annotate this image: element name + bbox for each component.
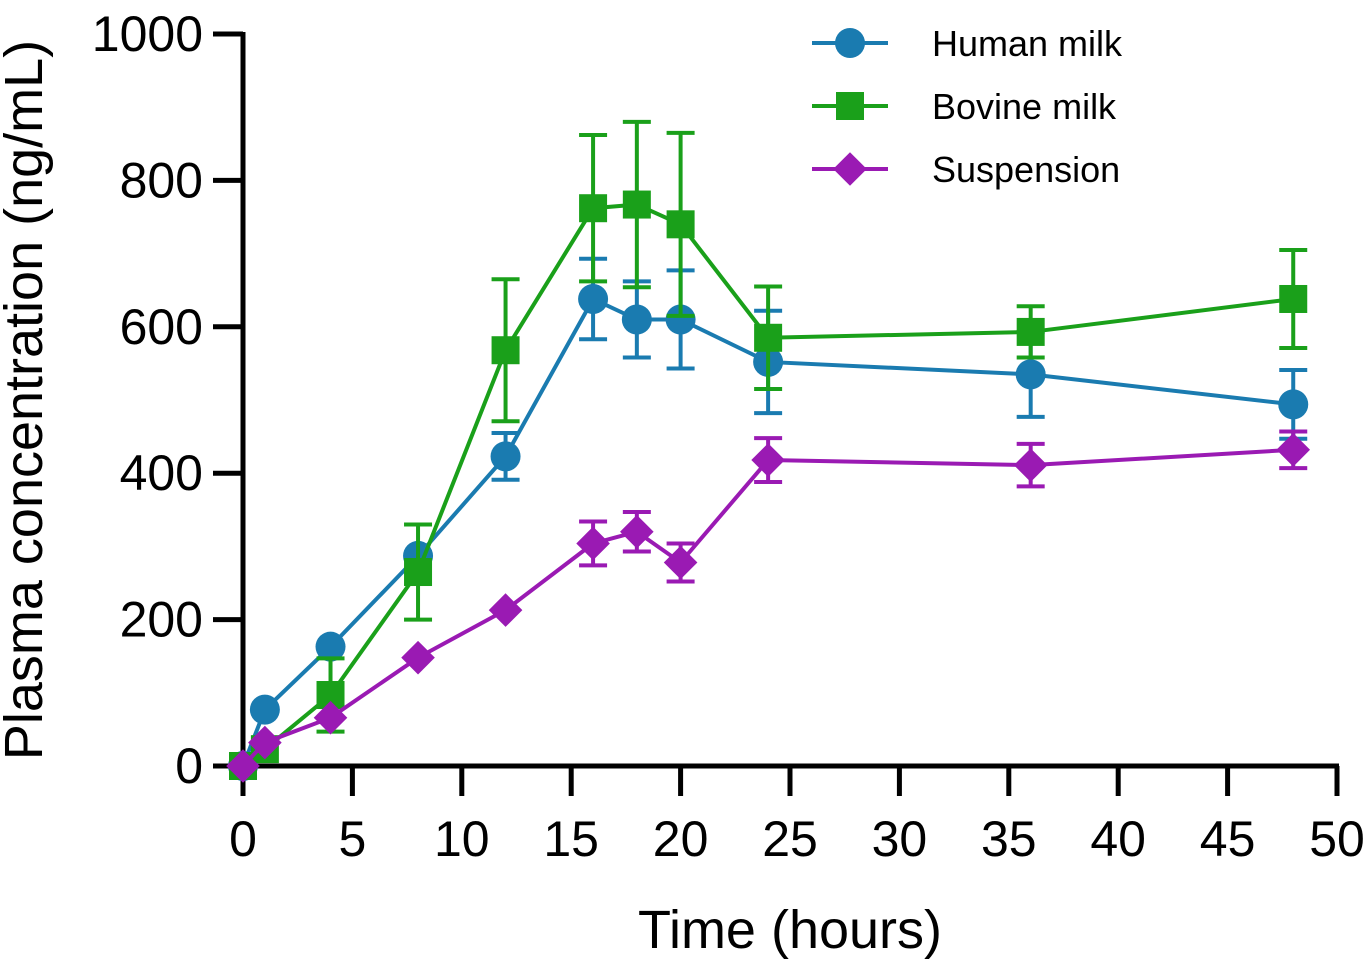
data-point bbox=[1278, 389, 1309, 420]
data-point bbox=[249, 694, 280, 725]
legend-marker bbox=[835, 28, 865, 58]
data-point bbox=[491, 336, 520, 365]
legend-item: Human milk bbox=[812, 23, 1123, 64]
y-axis-title: Plasma concentration (ng/mL) bbox=[0, 40, 54, 760]
legend-marker bbox=[836, 92, 864, 120]
data-point bbox=[579, 194, 608, 223]
data-point bbox=[248, 725, 282, 760]
data-point bbox=[576, 526, 610, 561]
series-layer bbox=[226, 119, 1311, 783]
x-tick-label: 50 bbox=[1309, 811, 1365, 867]
legend-item: Suspension bbox=[812, 149, 1120, 190]
legend-label: Human milk bbox=[932, 23, 1123, 64]
data-point bbox=[622, 190, 651, 219]
legend: Human milk Bovine milk Suspension bbox=[812, 23, 1123, 190]
data-point bbox=[665, 304, 696, 335]
y-tick-label: 400 bbox=[120, 445, 203, 501]
series-line bbox=[241, 447, 1294, 768]
y-tick-label: 0 bbox=[175, 738, 203, 794]
y-tick-label: 600 bbox=[120, 299, 203, 355]
data-point bbox=[1015, 359, 1046, 390]
legend-label: Suspension bbox=[932, 149, 1120, 190]
data-point bbox=[751, 443, 785, 477]
data-point bbox=[404, 558, 433, 587]
legend-label: Bovine milk bbox=[932, 86, 1117, 127]
y-tick-label: 1000 bbox=[92, 6, 203, 62]
data-point bbox=[1013, 448, 1048, 482]
data-point bbox=[401, 640, 435, 675]
x-tick-label: 10 bbox=[434, 811, 490, 867]
data-point bbox=[488, 593, 523, 627]
y-tick-label: 800 bbox=[120, 152, 203, 208]
x-tick-label: 5 bbox=[338, 811, 366, 867]
x-axis-title: Time (hours) bbox=[638, 900, 942, 960]
data-point bbox=[754, 323, 783, 352]
data-point bbox=[621, 304, 652, 335]
legend-item: Bovine milk bbox=[812, 86, 1117, 127]
x-tick-label: 40 bbox=[1090, 811, 1146, 867]
series-suspension bbox=[226, 429, 1311, 783]
data-point bbox=[226, 749, 260, 783]
x-tick-label: 30 bbox=[872, 811, 928, 867]
axes: 0 200 400 600 800 1000 0 5 10 15 20 25 30 35 40 45 50 bbox=[92, 6, 1365, 867]
x-tick-label: 0 bbox=[229, 811, 257, 867]
data-point bbox=[1279, 284, 1308, 313]
data-point bbox=[1276, 432, 1311, 467]
data-point bbox=[620, 514, 654, 549]
data-point bbox=[490, 441, 521, 472]
data-point bbox=[663, 545, 698, 580]
x-tick-label: 15 bbox=[543, 811, 599, 867]
x-tick-label: 25 bbox=[762, 811, 818, 867]
x-tick-label: 20 bbox=[653, 811, 709, 867]
data-point bbox=[1016, 317, 1045, 346]
data-point bbox=[315, 631, 346, 662]
data-point bbox=[666, 210, 695, 239]
data-point bbox=[578, 283, 609, 314]
x-tick-label: 45 bbox=[1200, 811, 1256, 867]
x-tick-label: 35 bbox=[981, 811, 1037, 867]
data-point bbox=[313, 700, 348, 735]
y-tick-label: 200 bbox=[120, 592, 203, 648]
legend-marker bbox=[833, 152, 867, 186]
